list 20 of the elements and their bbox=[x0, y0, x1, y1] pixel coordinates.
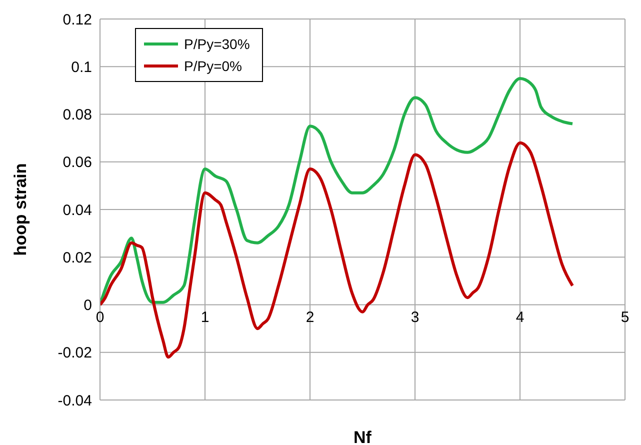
y-tick-label: 0.08 bbox=[62, 106, 92, 124]
x-tick-label: 1 bbox=[200, 308, 210, 326]
y-tick-label: 0.12 bbox=[62, 11, 92, 28]
y-tick-label: -0.02 bbox=[58, 344, 92, 362]
y-tick-label: 0.04 bbox=[62, 202, 92, 219]
x-tick-label: 0 bbox=[96, 308, 104, 326]
y-tick-label: 0.1 bbox=[71, 58, 92, 76]
x-tick-label: 5 bbox=[620, 308, 630, 326]
y-tick-label: -0.04 bbox=[58, 392, 92, 410]
x-tick-label: 2 bbox=[306, 308, 314, 326]
legend-label: P/Py=0% bbox=[184, 58, 242, 74]
legend-label: P/Py=30% bbox=[184, 36, 250, 52]
x-axis-title: Nf bbox=[354, 428, 372, 445]
y-tick-label: 0 bbox=[84, 297, 92, 314]
line-series bbox=[100, 77, 574, 306]
y-tick-label: 0.02 bbox=[62, 249, 92, 266]
y-tick-label: 0.06 bbox=[62, 154, 92, 172]
y-axis-title: hoop strain bbox=[11, 163, 30, 256]
x-tick-label: 4 bbox=[516, 308, 524, 326]
x-tick-label: 3 bbox=[410, 308, 420, 326]
